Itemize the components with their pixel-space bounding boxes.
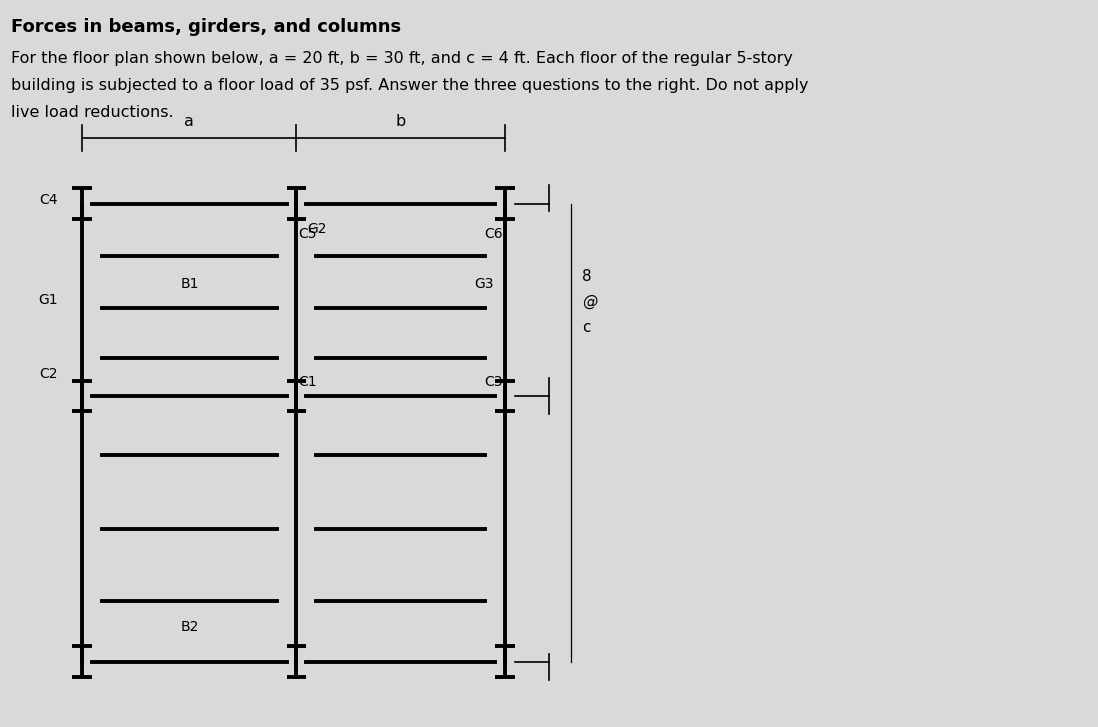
- Text: Forces in beams, girders, and columns: Forces in beams, girders, and columns: [11, 18, 401, 36]
- Text: C3: C3: [484, 375, 503, 389]
- Text: a: a: [184, 114, 194, 129]
- Text: C4: C4: [40, 193, 58, 207]
- Text: 8: 8: [582, 269, 592, 284]
- Text: c: c: [582, 320, 591, 335]
- Text: C5: C5: [299, 227, 317, 241]
- Text: C2: C2: [40, 367, 58, 382]
- Text: C6: C6: [484, 227, 503, 241]
- Text: G2: G2: [307, 222, 327, 236]
- Text: @: @: [582, 294, 597, 309]
- Text: live load reductions.: live load reductions.: [11, 105, 173, 120]
- Text: G3: G3: [474, 278, 494, 292]
- Text: building is subjected to a floor load of 35 psf. Answer the three questions to t: building is subjected to a floor load of…: [11, 78, 808, 93]
- Text: G1: G1: [38, 293, 58, 307]
- Text: B1: B1: [180, 278, 199, 292]
- Text: b: b: [395, 114, 406, 129]
- Text: B2: B2: [180, 620, 199, 634]
- Text: For the floor plan shown below, a = 20 ft, b = 30 ft, and c = 4 ft. Each floor o: For the floor plan shown below, a = 20 f…: [11, 51, 793, 66]
- Text: C1: C1: [299, 375, 317, 389]
